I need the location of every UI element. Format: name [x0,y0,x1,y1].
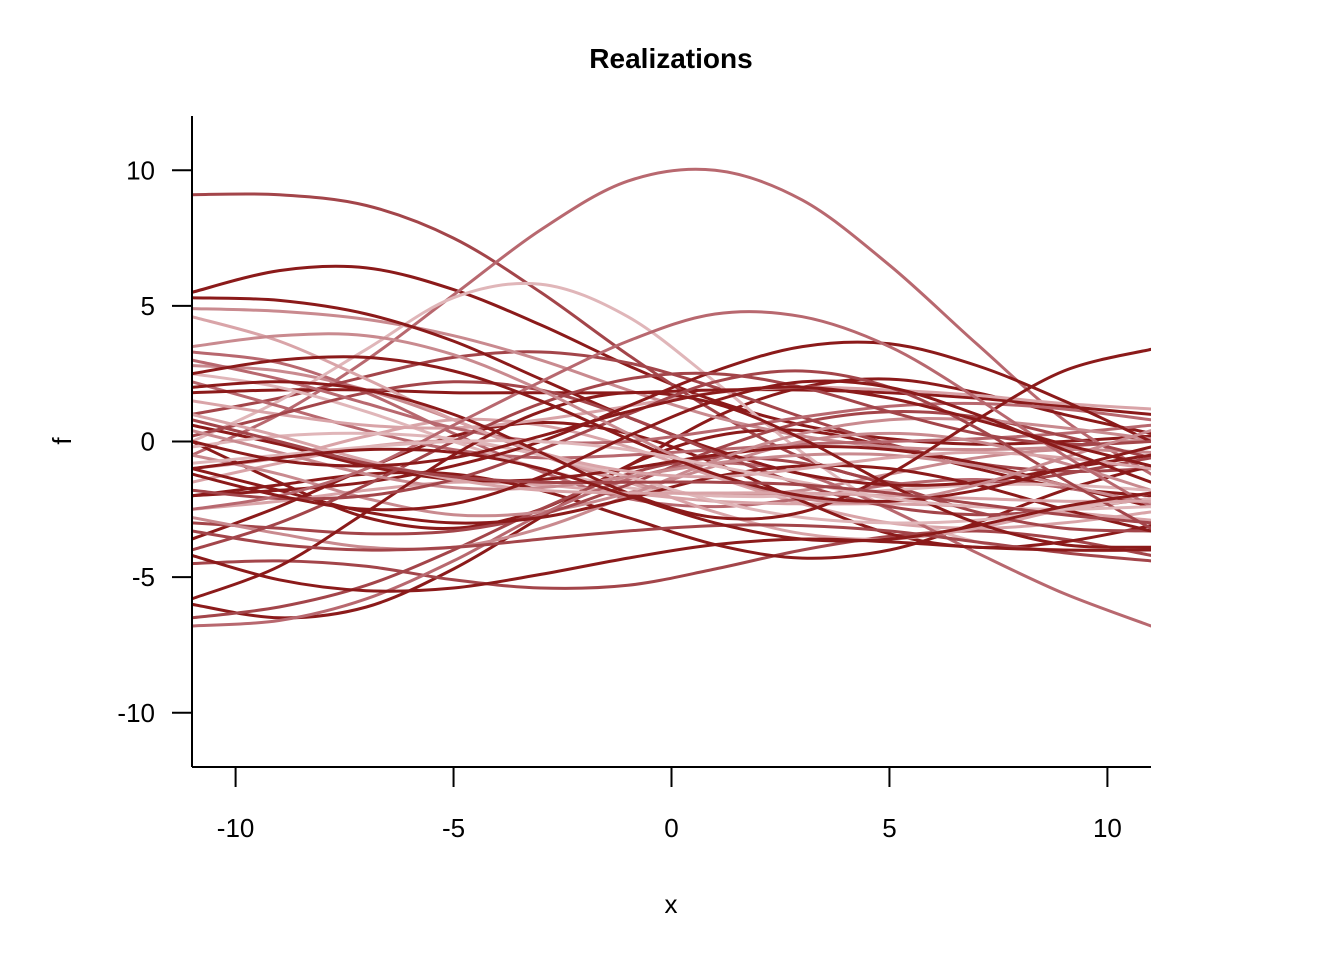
series-line-16 [192,380,1151,460]
series-line-40 [192,310,1151,511]
series-line-46 [192,379,1151,512]
series-line-27 [192,416,1151,551]
series-line-42 [192,523,1151,563]
series-line-38 [192,369,1151,530]
y-tick-label: 10 [126,155,155,185]
series-line-13 [192,307,1151,452]
series-line-45 [192,537,1151,593]
series-line-44 [192,439,1151,511]
y-tick-label: 0 [141,427,155,457]
x-axis-label: x [665,889,678,919]
y-axis-label: f [47,437,77,445]
x-tick-label: -10 [217,813,255,843]
series-line-3 [192,167,1151,476]
y-tick-label: 5 [141,291,155,321]
series-line-47 [192,418,1151,525]
series-line-39 [192,332,1151,504]
series-line-6 [192,529,1151,590]
y-axis-ticks: -10 -5 0 5 10 [117,155,192,728]
series-line-30 [192,431,1151,525]
series-line-32 [192,340,1151,498]
y-tick-label: -10 [117,698,155,728]
x-tick-label: -5 [442,813,465,843]
x-tick-label: 10 [1093,813,1122,843]
x-tick-label: 0 [664,813,678,843]
x-tick-label: 5 [882,813,896,843]
y-tick-label: -5 [132,562,155,592]
series-line-49 [192,447,1151,543]
x-axis-ticks: -10 -5 0 5 10 [217,767,1122,843]
series-line-48 [192,385,1151,468]
series-line-28 [192,380,1151,517]
series-layer [192,167,1151,628]
series-line-33 [192,371,1151,552]
series-line-41 [192,412,1151,503]
chart-title: Realizations [589,43,752,74]
series-line-35 [192,315,1151,479]
series-line-25 [192,385,1151,430]
series-line-23 [192,423,1151,509]
series-line-37 [192,347,1151,521]
